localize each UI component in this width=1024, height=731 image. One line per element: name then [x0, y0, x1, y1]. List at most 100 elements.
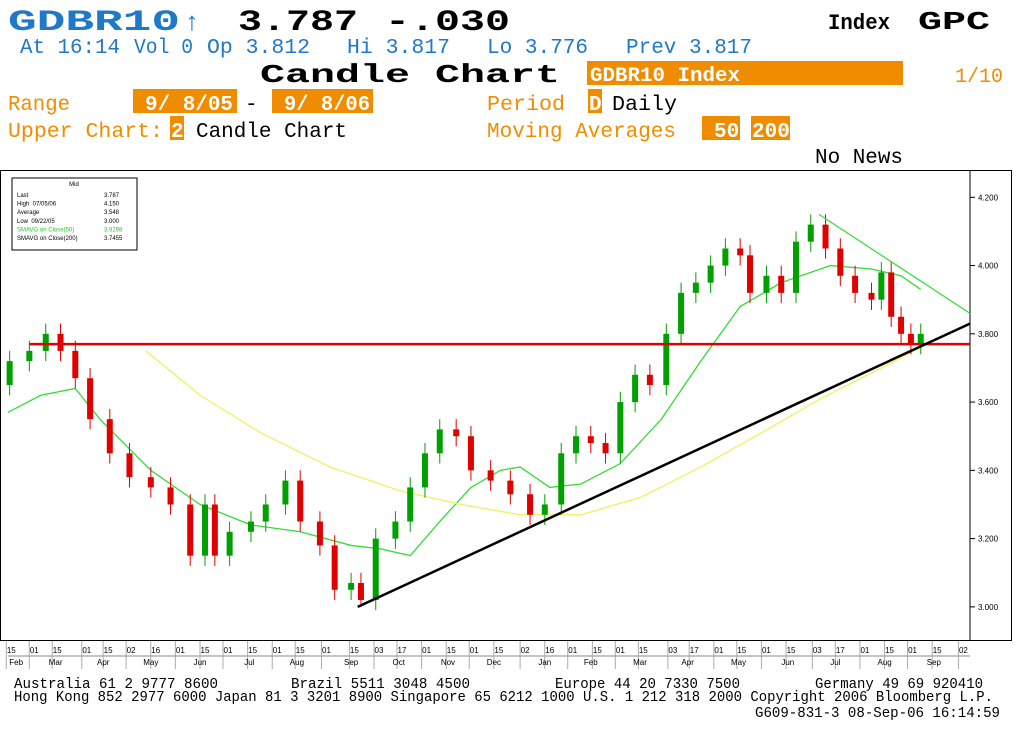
candle-body — [868, 292, 875, 300]
candle-body — [646, 374, 653, 386]
candle-body — [541, 504, 548, 515]
x-tick-label: 17 — [398, 646, 407, 655]
legend-value: 4.150 — [104, 202, 120, 208]
candle-body — [822, 224, 829, 249]
candle-body — [407, 487, 414, 522]
ma1[interactable]: 50 — [714, 121, 739, 144]
quote-prev: Prev 3.817 — [626, 37, 752, 60]
legend-value: 3.787 — [104, 193, 120, 199]
security[interactable]: GDBR10 Index — [590, 65, 740, 88]
candle-body — [617, 402, 624, 454]
candle-body — [42, 333, 49, 351]
legend-value: 3.9298 — [104, 227, 123, 233]
upper-chart-box — [170, 116, 184, 140]
change: -.030 — [385, 6, 510, 40]
candle-body — [147, 477, 154, 488]
x-tick-label: 16 — [151, 646, 160, 655]
candle-body — [247, 521, 254, 532]
period-label: Period — [487, 94, 565, 117]
quote-volume: Vol 0 — [134, 37, 193, 60]
candle-body — [6, 361, 13, 386]
candle-body — [763, 275, 770, 293]
month-label: Jul — [244, 658, 254, 667]
function: GPC — [918, 7, 990, 37]
range-end[interactable]: 9/ 8/06 — [284, 94, 370, 117]
candle-body — [888, 272, 895, 317]
legend-label: SMAVG on Close(50) — [17, 227, 74, 233]
period: Daily — [612, 94, 677, 117]
x-tick-label: 15 — [201, 646, 210, 655]
candle-body — [692, 282, 699, 293]
legend-label: Last — [17, 193, 29, 199]
month-label: Aug — [290, 658, 304, 667]
x-tick-label: 15 — [494, 646, 503, 655]
x-tick-label: 15 — [7, 646, 16, 655]
footer-contact: Europe 44 20 7330 7500 — [555, 676, 740, 693]
x-tick-label: 02 — [127, 646, 136, 655]
x-tick-label: 15 — [104, 646, 113, 655]
x-tick-label: 03 — [375, 646, 384, 655]
x-tick-label: 01 — [616, 646, 625, 655]
candle-body — [487, 470, 494, 481]
x-tick-label: 01 — [30, 646, 39, 655]
month-label: Sep — [344, 658, 359, 667]
y-tick-label: 3.000 — [978, 603, 999, 612]
candle-body — [87, 378, 94, 420]
upper-chart-code[interactable]: 2 — [171, 121, 184, 144]
y-tick-label: 3.400 — [978, 466, 999, 475]
x-tick-label: 01 — [908, 646, 917, 655]
x-tick-label: 01 — [322, 646, 331, 655]
arrow: ↑ — [184, 8, 200, 38]
month-label: Jun — [781, 658, 794, 667]
x-tick-label: 15 — [593, 646, 602, 655]
news: No News — [815, 147, 903, 170]
candle-body — [663, 333, 670, 386]
trend-line — [357, 322, 971, 609]
candle-body — [126, 453, 133, 478]
legend-label: Low 09/22/05 — [17, 219, 55, 225]
screen-title: Candle Chart — [260, 60, 560, 90]
sector: Index — [828, 11, 890, 36]
candle-body — [316, 521, 323, 546]
month-label: Jun — [194, 658, 207, 667]
month-label: Mar — [633, 658, 647, 667]
candle-body — [72, 350, 79, 379]
candle-body — [282, 480, 289, 505]
candle-body — [632, 374, 639, 403]
x-tick-label: 01 — [82, 646, 91, 655]
candle-body — [392, 521, 399, 539]
y-tick-label: 4.200 — [978, 193, 999, 202]
x-tick-label: 01 — [714, 646, 723, 655]
x-tick-label: 15 — [447, 646, 456, 655]
range-start[interactable]: 9/ 8/05 — [145, 94, 233, 117]
ma2[interactable]: 200 — [752, 121, 790, 144]
x-tick-label: 15 — [53, 646, 62, 655]
month-label: Jul — [830, 658, 840, 667]
legend-title: Mid — [69, 182, 79, 188]
month-label: May — [143, 658, 158, 667]
range-label: Range — [8, 94, 70, 117]
moving-average — [145, 346, 922, 516]
month-label: Aug — [878, 658, 892, 667]
x-tick-label: 03 — [813, 646, 822, 655]
month-label: Feb — [9, 658, 23, 667]
month-label: Dec — [487, 658, 501, 667]
candle-body — [262, 504, 269, 522]
x-tick-label: 17 — [836, 646, 845, 655]
moving-average — [7, 264, 922, 557]
footer-stamp: G609-831-3 08-Sep-06 16:14:59 — [755, 705, 1000, 722]
month-label: Feb — [584, 658, 598, 667]
period-code[interactable]: D — [589, 94, 602, 117]
candle-body — [837, 248, 844, 276]
x-tick-label: 15 — [248, 646, 257, 655]
legend-label: Average — [17, 210, 40, 216]
candle-body — [678, 292, 685, 334]
ma-label: Moving Averages — [487, 121, 676, 144]
x-tick-label: 01 — [176, 646, 185, 655]
candle-body — [722, 248, 729, 266]
candle-body — [737, 248, 744, 256]
candle-body — [707, 265, 714, 283]
candle-body — [852, 275, 859, 293]
candle-body — [421, 453, 428, 488]
candle-body — [331, 545, 338, 590]
